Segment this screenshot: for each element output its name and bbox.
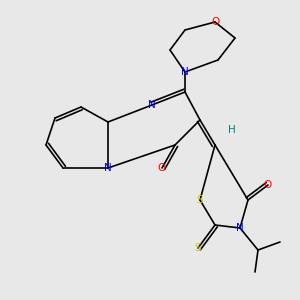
Text: H: H <box>228 125 236 135</box>
Text: O: O <box>264 180 272 190</box>
Text: S: S <box>197 195 203 205</box>
Text: O: O <box>158 163 166 173</box>
Text: S: S <box>195 243 201 253</box>
Text: O: O <box>211 17 219 27</box>
Text: N: N <box>104 163 112 173</box>
Text: N: N <box>236 223 244 233</box>
Text: N: N <box>181 67 189 77</box>
Text: N: N <box>148 100 156 110</box>
